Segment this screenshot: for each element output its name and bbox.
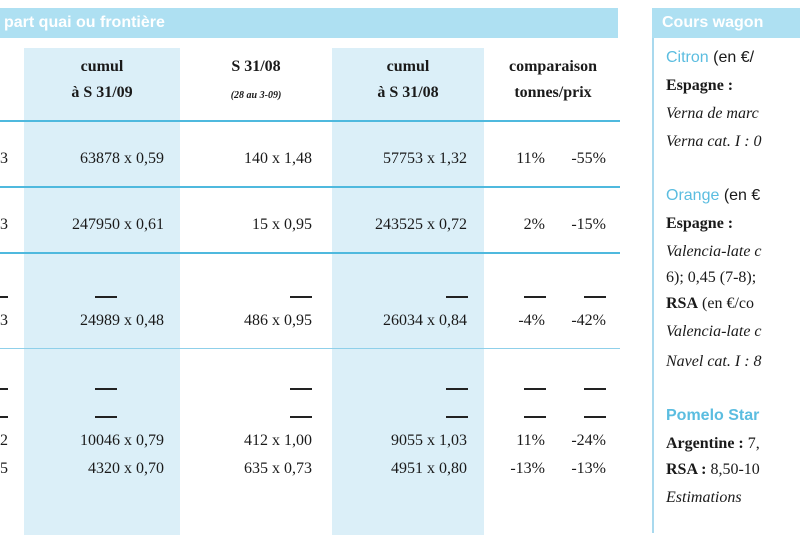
price-line: Verna de marc	[666, 105, 759, 122]
row-divider	[0, 348, 620, 349]
row-edge-value: 3	[0, 150, 8, 167]
empty-dash	[584, 296, 606, 298]
row-edge-value: 3	[0, 216, 8, 233]
cotations-table: part quai ou frontière cumul à S 31/09 S…	[0, 8, 620, 535]
header-rule	[0, 120, 620, 122]
empty-dash	[446, 416, 468, 418]
cell-cumul-s31-08: 57753 x 1,32	[383, 150, 467, 167]
cell-s31-08: 635 x 0,73	[244, 460, 312, 477]
col-header-cumul-s31-08: cumul à S 31/08	[377, 58, 439, 101]
cell-cumul-s31-09: 24989 x 0,48	[80, 312, 164, 329]
col-header-s31-08: S 31/08	[231, 58, 281, 75]
cell-cmp-prix: -42%	[571, 312, 606, 329]
country-label: Espagne :	[666, 215, 734, 232]
empty-dash	[446, 388, 468, 390]
cell-cmp-tonnes: -13%	[510, 460, 545, 477]
section-orange: Orange (en €	[666, 187, 761, 204]
row-divider	[0, 186, 620, 188]
country-label: Espagne :	[666, 77, 734, 94]
cell-cmp-tonnes: -4%	[518, 312, 545, 329]
cell-cmp-tonnes: 11%	[516, 432, 545, 449]
cell-cmp-tonnes: 11%	[516, 150, 545, 167]
price-line: 6); 0,45 (7-8);	[666, 269, 757, 286]
empty-dash	[524, 296, 546, 298]
price-line: Verna cat. I : 0	[666, 133, 762, 150]
table-title: part quai ou frontière	[0, 8, 618, 38]
row-edge-value: 5	[0, 460, 8, 477]
cell-cumul-s31-08: 9055 x 1,03	[391, 432, 467, 449]
cell-cumul-s31-08: 243525 x 0,72	[375, 216, 467, 233]
column-shade-cumul-s31-08	[332, 48, 484, 535]
footnote: Estimations	[666, 489, 742, 506]
section-pomelo: Pomelo Star	[666, 407, 760, 424]
col-header-cumul-s31-09: cumul à S 31/09	[71, 58, 133, 101]
cell-cumul-s31-09: 10046 x 0,79	[80, 432, 164, 449]
empty-dash	[290, 388, 312, 390]
empty-dash	[584, 416, 606, 418]
empty-dash	[584, 388, 606, 390]
empty-dash	[290, 416, 312, 418]
price-line: Valencia-late c	[666, 323, 762, 340]
cell-cmp-prix: -55%	[571, 150, 606, 167]
empty-dash	[0, 416, 8, 418]
cell-cumul-s31-09: 63878 x 0,59	[80, 150, 164, 167]
cell-cmp-prix: -13%	[571, 460, 606, 477]
panel-border	[652, 38, 654, 533]
column-shade-cumul-s31-09	[24, 48, 180, 535]
row-divider	[0, 252, 620, 254]
cell-cmp-tonnes: 2%	[523, 216, 545, 233]
price-line: Argentine : 7,	[666, 435, 760, 452]
row-edge-value: 2	[0, 432, 8, 449]
section-citron: Citron (en €/	[666, 49, 755, 66]
country-label: RSA (en €/co	[666, 295, 754, 312]
price-line: Valencia-late c	[666, 243, 762, 260]
empty-dash	[290, 296, 312, 298]
cell-cumul-s31-08: 26034 x 0,84	[383, 312, 467, 329]
col-header-s31-08-dates: (28 au 3-09)	[230, 90, 282, 101]
empty-dash	[95, 416, 117, 418]
panel-title: Cours wagon	[652, 8, 800, 38]
cours-wagon-panel: Cours wagon Citron (en €/ Espagne : Vern…	[652, 0, 800, 550]
cell-cmp-prix: -15%	[571, 216, 606, 233]
col-header-comparaison: comparaison tonnes/prix	[509, 58, 597, 101]
cell-s31-08: 15 x 0,95	[252, 216, 312, 233]
empty-dash	[0, 296, 8, 298]
cell-s31-08: 140 x 1,48	[244, 150, 312, 167]
price-line: RSA : 8,50-10	[666, 461, 760, 478]
cell-cmp-prix: -24%	[571, 432, 606, 449]
cell-s31-08: 486 x 0,95	[244, 312, 312, 329]
price-line: Navel cat. I : 8	[666, 353, 762, 370]
cell-cumul-s31-09: 4320 x 0,70	[88, 460, 164, 477]
row-edge-value: 3	[0, 312, 8, 329]
cell-cumul-s31-09: 247950 x 0,61	[72, 216, 164, 233]
empty-dash	[95, 388, 117, 390]
empty-dash	[524, 388, 546, 390]
empty-dash	[446, 296, 468, 298]
empty-dash	[524, 416, 546, 418]
cell-s31-08: 412 x 1,00	[244, 432, 312, 449]
cell-cumul-s31-08: 4951 x 0,80	[391, 460, 467, 477]
empty-dash	[95, 296, 117, 298]
empty-dash	[0, 388, 8, 390]
